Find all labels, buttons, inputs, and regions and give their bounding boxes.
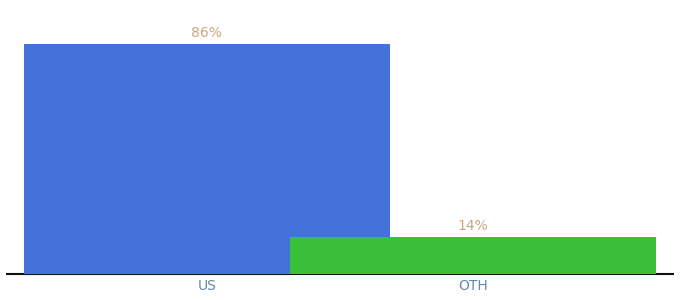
Text: 86%: 86%	[191, 26, 222, 40]
Bar	[290, 237, 656, 274]
Bar	[24, 44, 390, 274]
Text: 14%: 14%	[458, 219, 489, 233]
